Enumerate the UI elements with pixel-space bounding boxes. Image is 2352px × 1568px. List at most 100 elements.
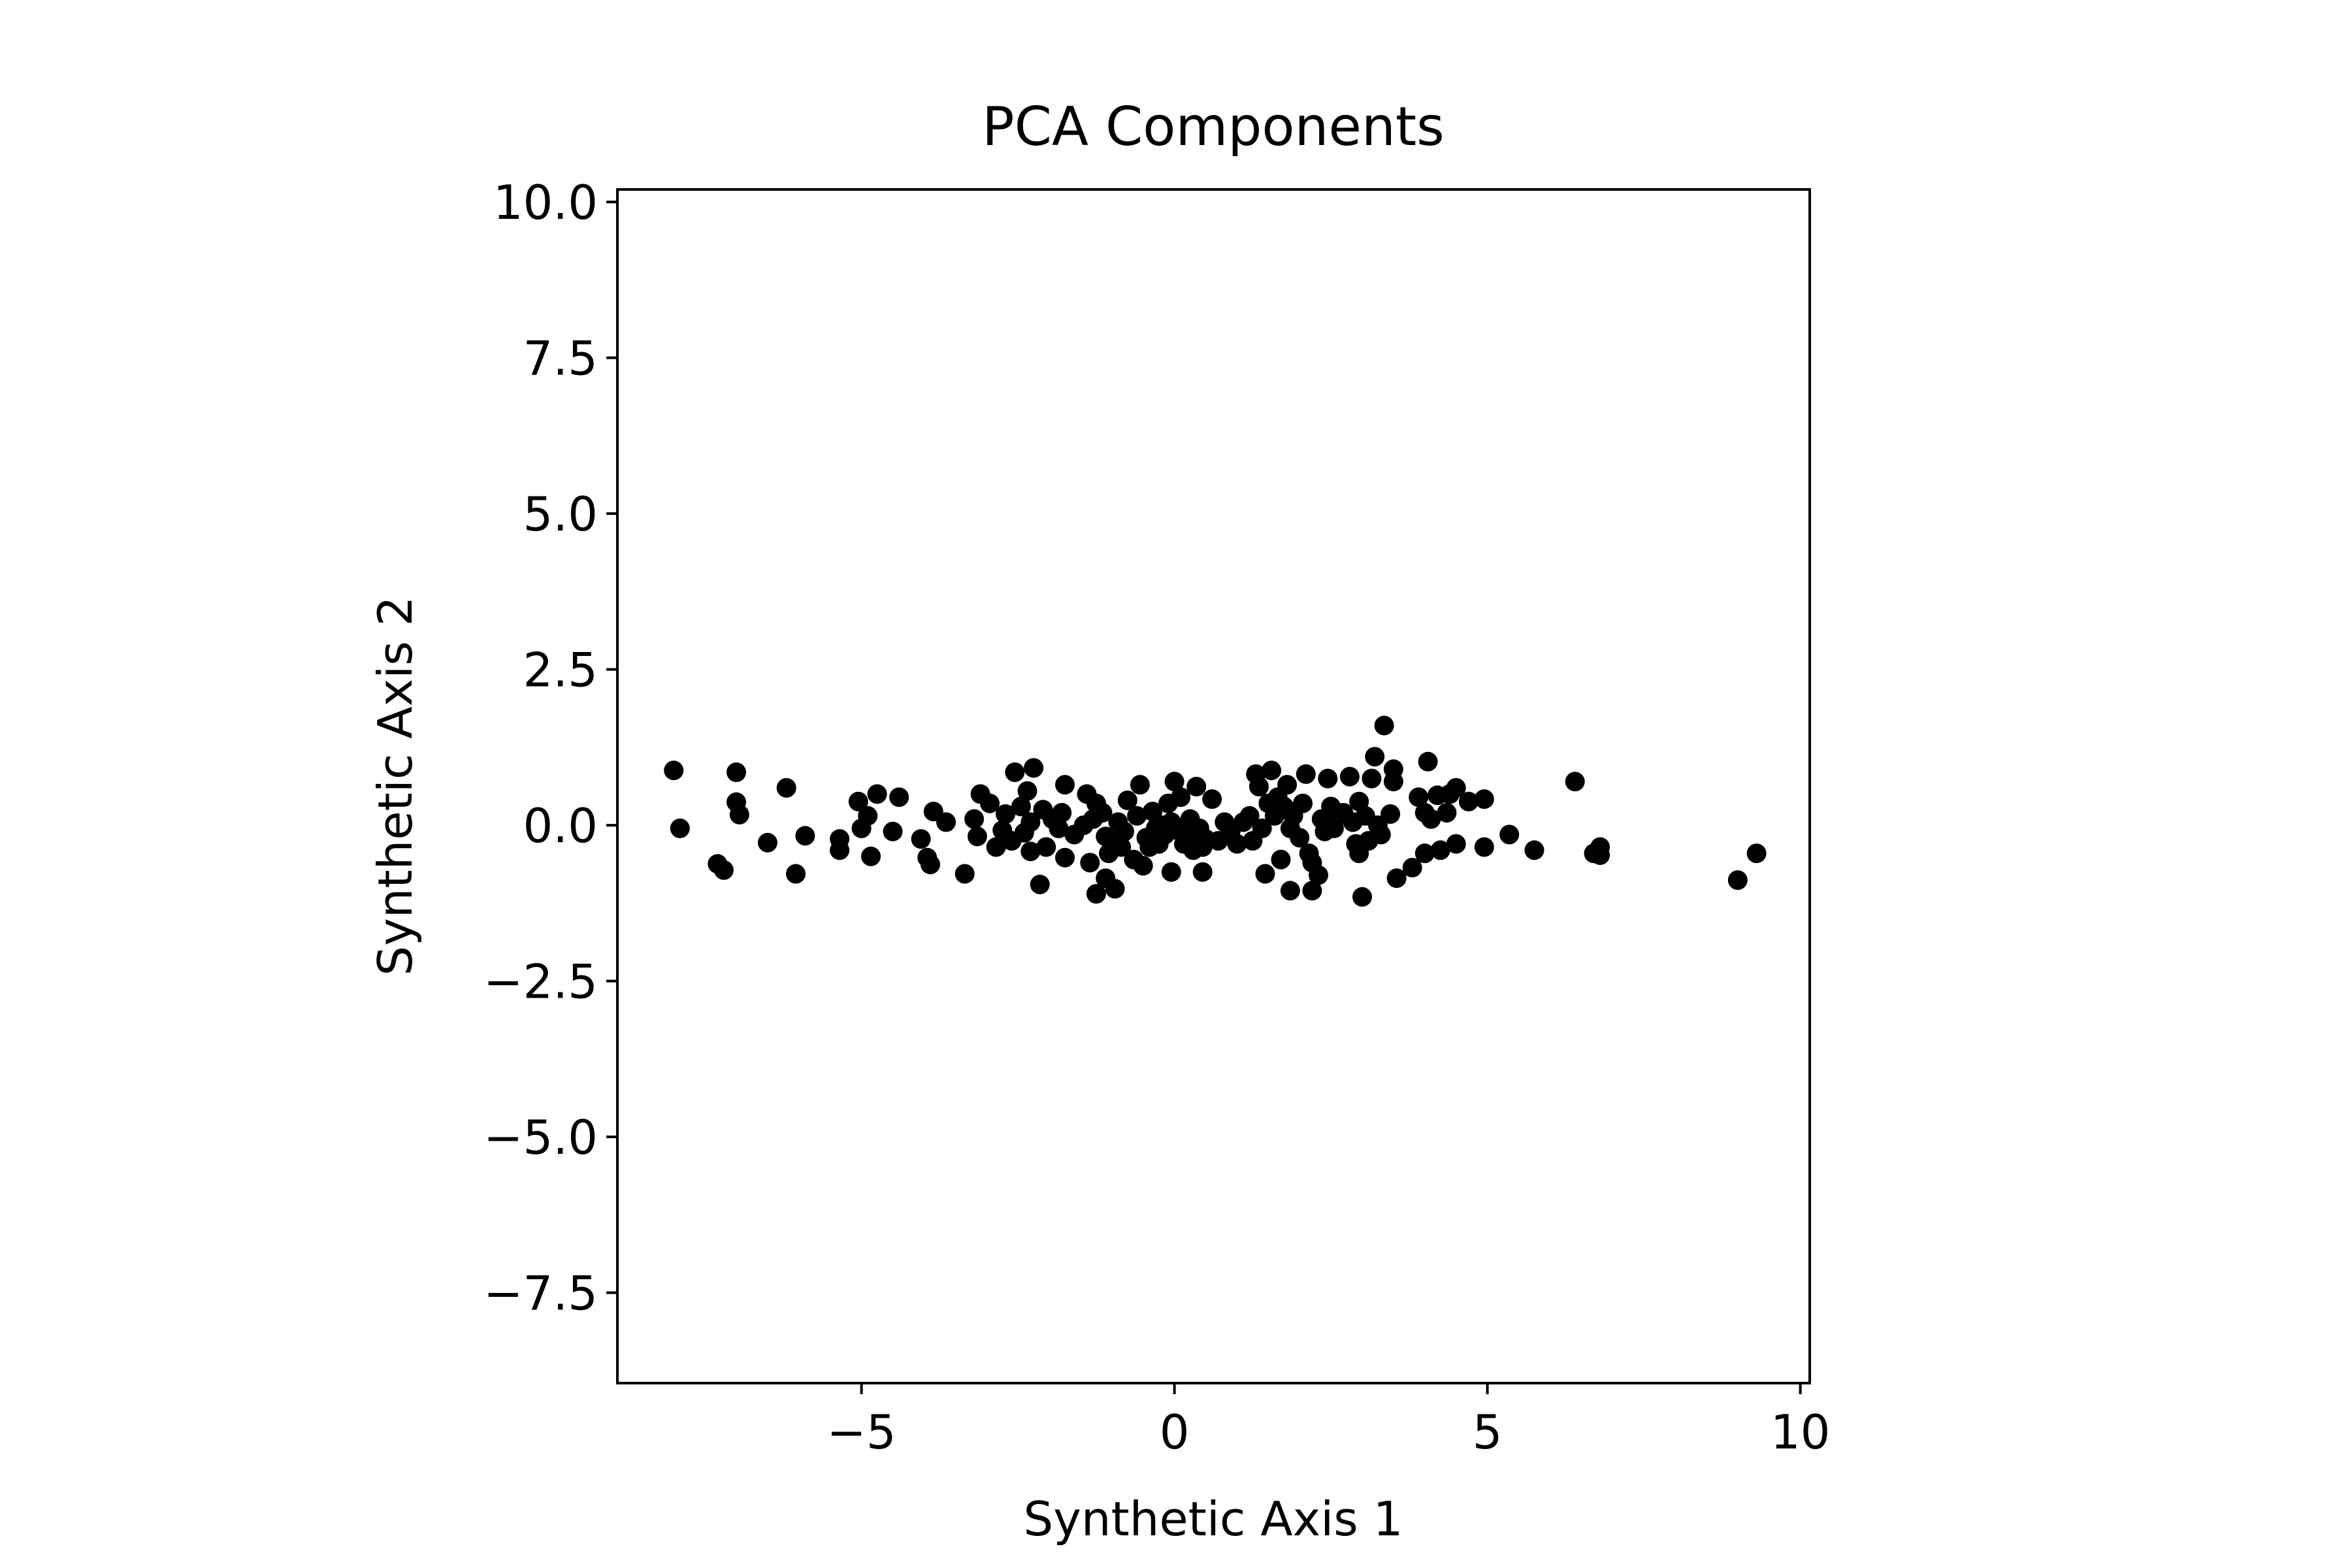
scatter-point [1414,843,1435,864]
scatter-point [1130,775,1150,795]
scatter-point [1418,751,1438,772]
scatter-point [1005,762,1025,782]
scatter-point [1746,843,1767,864]
y-tick-label: −2.5 [483,955,598,1009]
scatter-point [830,840,850,860]
scatter-point [1017,781,1037,801]
x-tick-label: 5 [1473,1405,1503,1460]
scatter-point [1362,768,1382,789]
scatter-point [1402,858,1422,877]
scatter-point [1352,887,1372,907]
scatter-point [1252,818,1272,838]
y-tick-label: 5.0 [523,487,598,542]
scatter-point [1280,881,1300,901]
scatter-point [1255,864,1275,884]
scatter-point [1380,804,1401,824]
scatter-point [858,806,878,826]
scatter-point [776,777,796,798]
scatter-point [986,837,1006,857]
x-tick-label: 0 [1160,1405,1190,1460]
data-points [664,715,1767,907]
scatter-point [664,760,684,781]
scatter-point [1202,789,1222,809]
scatter-point [936,812,956,832]
scatter-point [1458,791,1478,811]
scatter-point [1143,802,1163,822]
scatter-point [1021,812,1041,832]
scatter-point [1161,862,1181,882]
x-tick-label: −5 [827,1405,896,1460]
scatter-point [996,804,1015,824]
scatter-point [1271,849,1291,870]
scatter-point [861,846,881,866]
scatter-point [1227,834,1247,854]
y-tick-label: −7.5 [483,1266,598,1321]
scatter-point [1111,837,1132,857]
scatter-point [1339,766,1360,787]
scatter-point [1437,803,1457,823]
scatter-point [729,804,749,825]
plot-frame [616,188,1811,1384]
scatter-point [1290,828,1310,848]
y-tick-label: −5.0 [483,1110,598,1165]
scatter-point [848,791,868,811]
scatter-point [1249,777,1269,796]
scatter-point [980,793,1000,813]
scatter-point [1052,803,1072,823]
y-axis-ticks: −7.5 −5.0 −2.5 0.0 2.5 5.0 7.5 10.0 [483,175,617,1321]
y-tick-label: 0.0 [523,798,598,853]
scatter-point [727,762,746,782]
scatter-point [1133,856,1153,876]
scatter-point [1524,840,1544,860]
y-axis-label: Synthetic Axis 2 [368,596,423,976]
scatter-point [1302,881,1322,901]
scatter-point [786,864,806,884]
scatter-point [1086,884,1106,904]
scatter-point [1409,787,1429,808]
scatter-point [867,784,887,804]
scatter-point [1192,862,1213,882]
scatter-point [1092,803,1113,823]
scatter-point [1365,747,1385,767]
scatter-point [883,821,903,841]
scatter-point [1055,847,1075,868]
y-tick-label: 7.5 [523,331,598,386]
scatter-point [1171,787,1191,808]
scatter-point [1374,715,1394,736]
scatter-point [1105,879,1125,899]
scatter-point [964,809,985,829]
scatter-point [1021,841,1041,862]
scatter-point [1309,865,1328,885]
y-tick-label: 2.5 [523,643,598,698]
scatter-point [1430,840,1450,860]
scatter-point [1383,772,1403,792]
scatter-point [911,829,931,849]
scatter-point [1371,825,1391,845]
scatter-point [713,860,734,880]
scatter-point [1386,868,1407,889]
scatter-point [1115,821,1134,841]
scatter-point [1727,870,1748,890]
scatter-point [1055,775,1075,795]
scatter-point [757,832,777,853]
x-axis-label: Synthetic Axis 1 [1024,1492,1403,1546]
scatter-point [1446,777,1466,798]
scatter-point [1446,834,1466,854]
scatter-point [1318,768,1338,789]
scatter-point [1186,777,1207,796]
scatter-point [1011,796,1031,817]
x-tick-label: 10 [1771,1405,1831,1460]
scatter-point [955,864,975,884]
x-axis-ticks: −5 0 5 10 [827,1383,1831,1460]
scatter-point [1024,758,1044,778]
scatter-point [1474,837,1494,857]
scatter-point [1117,791,1137,810]
y-tick-label: 10.0 [493,175,598,230]
scatter-point [921,855,940,875]
scatter-point [1296,764,1316,784]
scatter-point [1164,772,1184,792]
scatter-point [1565,772,1585,792]
chart-title: PCA Components [982,96,1445,158]
scatter-point [1590,845,1610,865]
